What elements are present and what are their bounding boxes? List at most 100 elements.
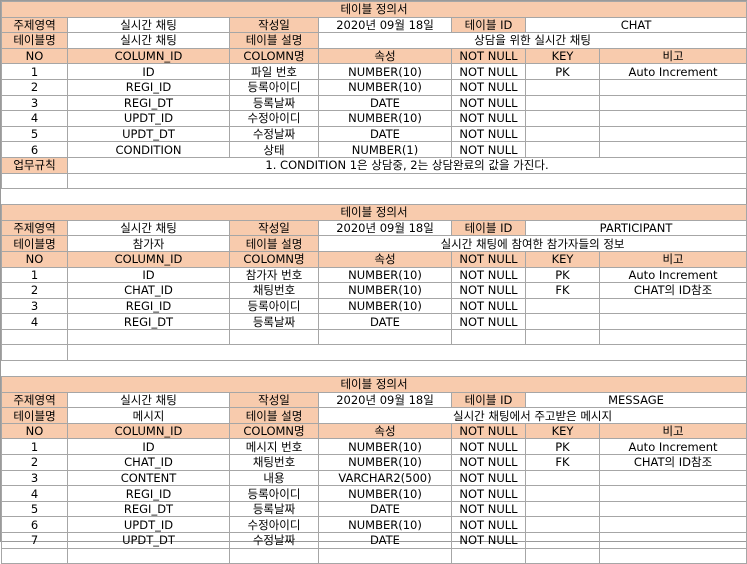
cell-column-name[interactable]: 상태	[229, 141, 319, 158]
table-name-value[interactable]: 메시지	[67, 407, 230, 424]
cell-attribute[interactable]: NUMBER(10)	[318, 516, 452, 533]
empty-cell[interactable]	[67, 547, 230, 564]
header-note[interactable]: 비고	[598, 47, 747, 65]
cell-no[interactable]: 4	[1, 110, 68, 127]
cell-not-null[interactable]: NOT NULL	[451, 500, 526, 518]
header-note[interactable]: 비고	[598, 250, 747, 268]
cell-key[interactable]: FK	[525, 454, 600, 471]
cell-not-null[interactable]: NOT NULL	[451, 94, 526, 112]
subject-label[interactable]: 주제영역	[1, 391, 68, 409]
empty-cell[interactable]	[525, 328, 600, 346]
cell-note[interactable]	[598, 78, 747, 96]
cell-no[interactable]: 1	[1, 63, 68, 80]
empty-cell[interactable]	[66, 344, 747, 362]
cell-note[interactable]	[598, 110, 747, 127]
cell-key[interactable]	[525, 313, 600, 330]
cell-note[interactable]	[598, 485, 747, 502]
cell-note[interactable]	[598, 94, 747, 112]
cell-column-id[interactable]: REGI_ID	[67, 78, 230, 96]
created-label[interactable]: 작성일	[229, 16, 319, 34]
cell-column-name[interactable]: 채팅번호	[229, 282, 319, 299]
created-value[interactable]: 2020년 09월 18일	[318, 16, 452, 34]
table-name-value[interactable]: 참가자	[67, 235, 230, 252]
cell-attribute[interactable]: DATE	[318, 313, 452, 330]
cell-attribute[interactable]: NUMBER(10)	[318, 438, 452, 456]
cell-key[interactable]	[525, 125, 600, 143]
cell-key[interactable]	[525, 141, 600, 158]
cell-no[interactable]: 1	[1, 438, 68, 456]
cell-column-name[interactable]: 등록아이디	[229, 297, 319, 315]
cell-not-null[interactable]: NOT NULL	[451, 469, 526, 487]
cell-not-null[interactable]: NOT NULL	[451, 485, 526, 502]
cell-no[interactable]: 2	[1, 282, 68, 299]
cell-column-name[interactable]: 등록날짜	[229, 313, 319, 330]
cell-column-id[interactable]: UPDT_ID	[67, 516, 230, 533]
cell-column-name[interactable]: 내용	[229, 469, 319, 487]
cell-attribute[interactable]: NUMBER(10)	[318, 485, 452, 502]
cell-no[interactable]: 4	[1, 485, 68, 502]
cell-not-null[interactable]: NOT NULL	[451, 532, 526, 549]
header-column-name[interactable]: COLOMN명	[229, 250, 319, 268]
cell-column-name[interactable]: 채팅번호	[229, 454, 319, 471]
cell-key[interactable]	[525, 500, 600, 518]
cell-no[interactable]: 5	[1, 500, 68, 518]
cell-not-null[interactable]: NOT NULL	[451, 125, 526, 143]
empty-cell[interactable]	[525, 547, 600, 564]
header-not-null[interactable]: NOT NULL	[451, 47, 526, 65]
cell-no[interactable]: 5	[1, 125, 68, 143]
cell-not-null[interactable]: NOT NULL	[451, 516, 526, 533]
cell-note[interactable]: Auto Increment	[598, 63, 747, 80]
table-desc-label[interactable]: 테이블 설명	[229, 407, 319, 424]
cell-note[interactable]	[598, 313, 747, 330]
cell-not-null[interactable]: NOT NULL	[451, 282, 526, 299]
cell-attribute[interactable]: NUMBER(10)	[318, 78, 452, 96]
subject-value[interactable]: 실시간 채팅	[67, 16, 230, 34]
cell-no[interactable]: 6	[1, 516, 68, 533]
cell-column-id[interactable]: UPDT_DT	[67, 125, 230, 143]
cell-column-name[interactable]: 메시지 번호	[229, 438, 319, 456]
empty-cell[interactable]	[318, 328, 452, 346]
cell-column-name[interactable]: 등록아이디	[229, 485, 319, 502]
empty-cell[interactable]	[229, 328, 319, 346]
rule-label[interactable]: 업무규칙	[1, 156, 68, 174]
cell-key[interactable]: PK	[525, 63, 600, 80]
doc-title[interactable]: 테이블 정의서	[0, 376, 747, 393]
cell-column-name[interactable]: 등록아이디	[229, 78, 319, 96]
rule-text[interactable]: 1. CONDITION 1은 상담중, 2는 상담완료의 값을 가진다.	[66, 156, 747, 174]
cell-not-null[interactable]: NOT NULL	[451, 297, 526, 315]
cell-key[interactable]	[525, 485, 600, 502]
cell-column-name[interactable]: 수정아이디	[229, 516, 319, 533]
empty-cell[interactable]	[1, 547, 68, 564]
header-key[interactable]: KEY	[525, 47, 600, 65]
cell-key[interactable]	[525, 110, 600, 127]
cell-column-name[interactable]: 수정날짜	[229, 532, 319, 549]
subject-value[interactable]: 실시간 채팅	[67, 219, 230, 237]
cell-attribute[interactable]: DATE	[318, 94, 452, 112]
cell-column-id[interactable]: REGI_DT	[67, 313, 230, 330]
table-id-value[interactable]: MESSAGE	[524, 391, 747, 409]
empty-cell[interactable]	[229, 547, 319, 564]
empty-cell[interactable]	[451, 547, 526, 564]
cell-not-null[interactable]: NOT NULL	[451, 454, 526, 471]
header-column-name[interactable]: COLOMN명	[229, 47, 319, 65]
cell-attribute[interactable]: DATE	[318, 532, 452, 549]
cell-column-name[interactable]: 파일 번호	[229, 63, 319, 80]
cell-note[interactable]: CHAT의 ID참조	[598, 282, 747, 299]
cell-note[interactable]	[598, 469, 747, 487]
cell-column-id[interactable]: REGI_DT	[67, 500, 230, 518]
cell-no[interactable]: 4	[1, 313, 68, 330]
cell-key[interactable]	[525, 516, 600, 533]
header-no[interactable]: NO	[1, 250, 68, 268]
cell-not-null[interactable]: NOT NULL	[451, 438, 526, 456]
header-column-id[interactable]: COLUMN_ID	[67, 250, 230, 268]
cell-note[interactable]	[598, 125, 747, 143]
cell-column-name[interactable]: 참가자 번호	[229, 266, 319, 284]
header-note[interactable]: 비고	[598, 422, 747, 440]
cell-column-id[interactable]: REGI_ID	[67, 485, 230, 502]
empty-cell[interactable]	[1, 328, 68, 346]
cell-column-id[interactable]: UPDT_DT	[67, 532, 230, 549]
created-value[interactable]: 2020년 09월 18일	[318, 391, 452, 409]
empty-cell[interactable]	[67, 328, 230, 346]
table-desc-label[interactable]: 테이블 설명	[229, 32, 319, 49]
table-id-label[interactable]: 테이블 ID	[451, 391, 526, 409]
